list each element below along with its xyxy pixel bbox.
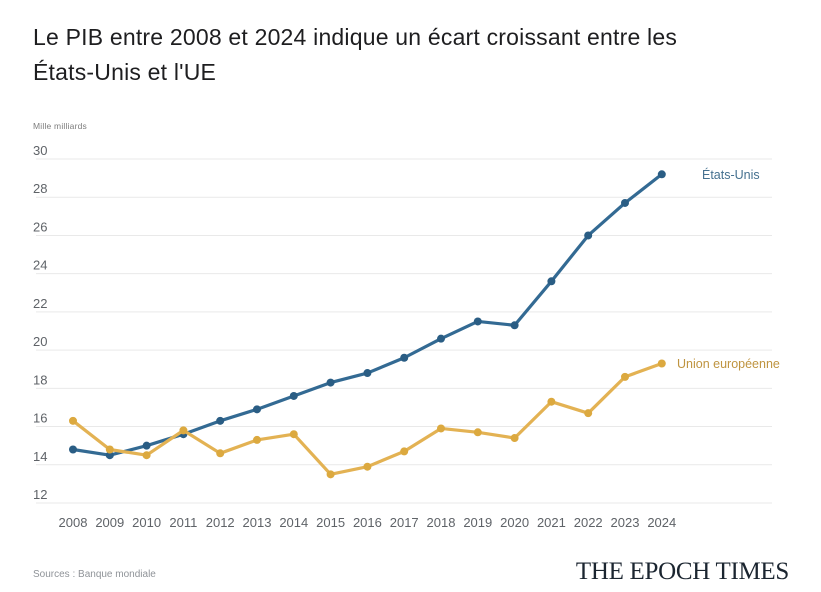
union-europeenne-point-2008: [69, 416, 77, 425]
y-tick-12: 12: [33, 487, 47, 502]
union-europeenne-point-2016: [363, 462, 372, 471]
page-title: Le PIB entre 2008 et 2024 indique un éca…: [33, 20, 793, 90]
union-europeenne-point-2019: [473, 428, 482, 437]
x-tick-2012: 2012: [206, 515, 235, 530]
etats-unis-point-2018: [437, 334, 445, 343]
union-europeenne-point-2014: [289, 430, 298, 439]
y-axis-unit-label: Mille milliards: [33, 121, 88, 131]
source-note: Sources : Banque mondiale: [33, 569, 156, 580]
union-europeenne-point-2017: [400, 447, 409, 456]
epoch-times-logo: THE EPOCH TIMES: [575, 558, 789, 585]
x-tick-2010: 2010: [132, 515, 161, 530]
y-tick-28: 28: [33, 181, 47, 196]
y-tick-16: 16: [33, 411, 47, 426]
union-europeenne-point-2015: [326, 470, 335, 479]
page-title-line1: Le PIB entre 2008 et 2024 indique un éca…: [33, 24, 678, 50]
y-tick-22: 22: [33, 296, 47, 311]
x-tick-2022: 2022: [574, 515, 603, 530]
etats-unis-point-2024: [657, 170, 666, 179]
union-europeenne-point-2018: [437, 424, 445, 433]
union-europeenne-point-2023: [621, 372, 629, 381]
etats-unis-series-label: États-Unis: [702, 167, 760, 182]
x-tick-2019: 2019: [463, 515, 492, 530]
union-europeenne-point-2021: [547, 397, 556, 406]
x-tick-2011: 2011: [169, 515, 197, 530]
etats-unis-line: [71, 172, 664, 457]
y-tick-18: 18: [33, 372, 47, 387]
etats-unis-point-2009: [105, 451, 114, 460]
x-tick-2024: 2024: [647, 515, 676, 530]
y-tick-20: 20: [33, 334, 47, 349]
etats-unis-point-2010: [142, 441, 151, 450]
etats-unis-point-2012: [216, 416, 225, 425]
etats-unis-point-2015: [326, 378, 335, 387]
etats-unis-point-2019: [473, 317, 482, 326]
y-tick-30: 30: [33, 143, 47, 158]
union-europeenne-point-2009: [105, 445, 114, 454]
union-europeenne-line: [71, 361, 664, 476]
x-tick-2018: 2018: [427, 515, 456, 530]
x-tick-2020: 2020: [500, 515, 529, 530]
x-tick-2015: 2015: [316, 515, 345, 530]
etats-unis-point-2013: [253, 405, 261, 414]
x-tick-2013: 2013: [243, 515, 272, 530]
y-tick-26: 26: [33, 219, 47, 234]
etats-unis-point-2020: [510, 321, 519, 330]
union-europeenne-point-2012: [216, 449, 225, 458]
x-tick-2021: 2021: [537, 515, 566, 530]
union-europeenne-series-label: Union européenne: [677, 357, 780, 371]
etats-unis-point-2014: [289, 391, 298, 400]
union-europeenne-point-2011: [179, 426, 188, 435]
etats-unis-point-2008: [69, 445, 77, 454]
union-europeenne-point-2022: [584, 409, 593, 418]
x-tick-2017: 2017: [390, 515, 419, 530]
x-tick-2016: 2016: [353, 515, 382, 530]
union-europeenne-point-2020: [510, 434, 519, 443]
etats-unis-point-2021: [547, 277, 556, 286]
etats-unis-point-2023: [621, 198, 629, 207]
union-europeenne-point-2013: [253, 435, 261, 444]
x-tick-2014: 2014: [279, 515, 308, 530]
union-europeenne-point-2010: [142, 451, 151, 460]
page-title-line2: États-Unis et l'UE: [33, 59, 217, 85]
y-tick-24: 24: [33, 258, 47, 273]
union-europeenne-point-2024: [657, 359, 666, 368]
y-tick-14: 14: [33, 449, 47, 464]
x-tick-2009: 2009: [95, 515, 124, 530]
etats-unis-point-2016: [363, 369, 372, 378]
etats-unis-point-2017: [400, 353, 409, 362]
etats-unis-point-2022: [584, 231, 593, 240]
x-tick-2008: 2008: [59, 515, 88, 530]
x-tick-2023: 2023: [611, 515, 640, 530]
